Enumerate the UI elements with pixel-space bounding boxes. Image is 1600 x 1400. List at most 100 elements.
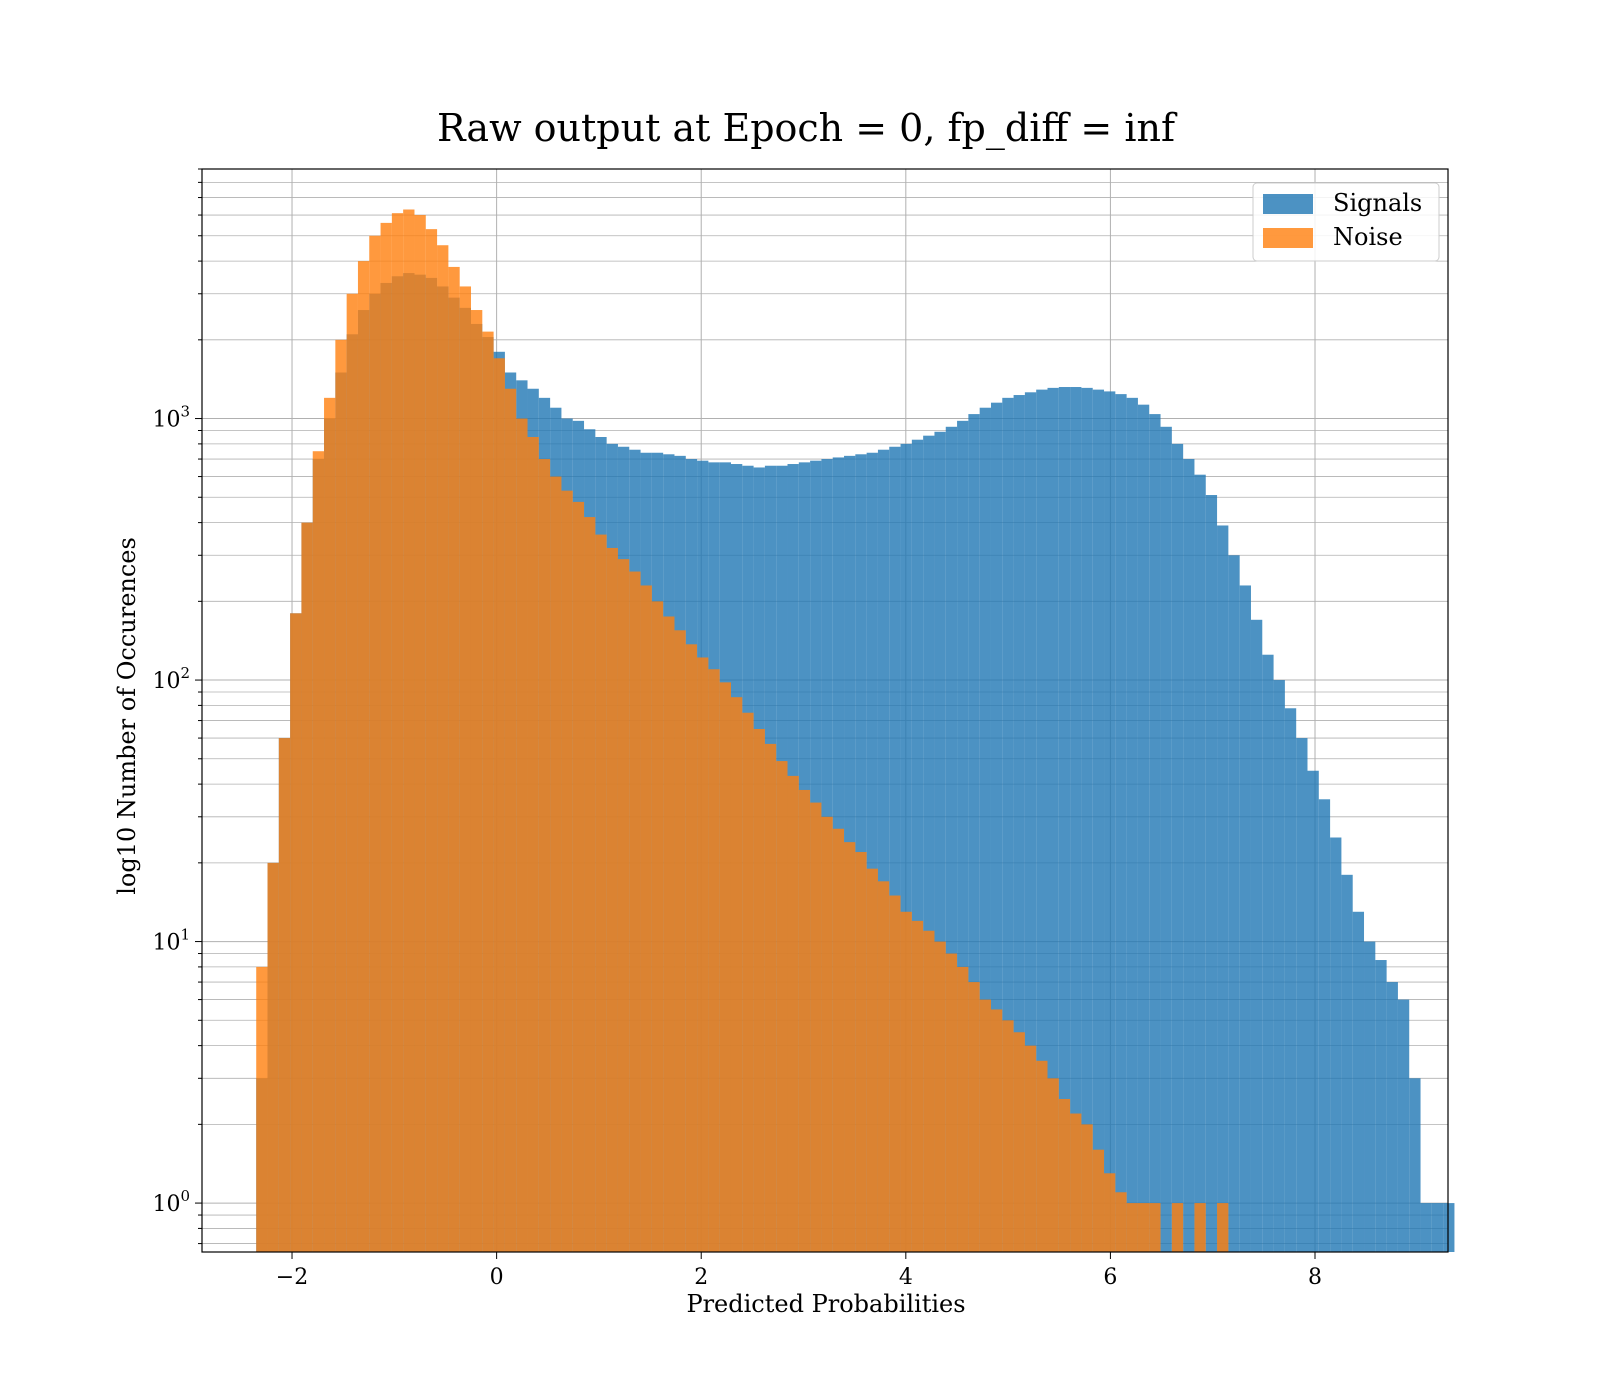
y-axis-label: log10 Number of Occurences xyxy=(113,537,141,895)
histogram-bar xyxy=(934,431,946,1252)
histogram-bar xyxy=(990,402,1003,1252)
histogram-bar xyxy=(640,585,652,1252)
histogram-bar xyxy=(437,245,449,1253)
histogram-bar xyxy=(1002,397,1014,1252)
histogram-bar xyxy=(1296,738,1308,1252)
histogram-bar xyxy=(1443,1203,1455,1252)
histogram-bar xyxy=(832,828,845,1252)
histogram-bar xyxy=(1115,394,1127,1252)
histogram-bar xyxy=(889,895,901,1252)
histogram-bar xyxy=(1058,1099,1071,1252)
histogram-bar xyxy=(1183,459,1195,1253)
histogram-bar xyxy=(606,547,618,1252)
y-tick-label: 103 xyxy=(152,403,190,433)
histogram-bar xyxy=(1104,391,1116,1253)
histogram-bar xyxy=(685,644,698,1252)
histogram-bar xyxy=(663,616,675,1252)
histogram-bar xyxy=(719,682,731,1252)
histogram-bar xyxy=(1081,387,1093,1252)
histogram-bar xyxy=(957,966,969,1252)
histogram-bar xyxy=(1273,680,1285,1252)
histogram-bar xyxy=(1386,982,1398,1252)
histogram-bar xyxy=(1126,397,1138,1252)
histogram-bar xyxy=(595,534,607,1252)
histogram-bar xyxy=(572,501,585,1253)
histogram-bar xyxy=(380,222,392,1252)
histogram-bar xyxy=(470,310,483,1252)
histogram-bar xyxy=(900,911,912,1252)
x-tick-label: −2 xyxy=(276,1265,308,1290)
histogram-bar xyxy=(1137,1203,1150,1252)
histogram-bar xyxy=(911,920,924,1252)
histogram-bar xyxy=(357,261,370,1252)
histogram-bar xyxy=(1058,387,1071,1252)
x-tick-label: 2 xyxy=(694,1265,708,1290)
bars-layer xyxy=(256,209,1455,1253)
histogram-bar xyxy=(1431,1203,1444,1252)
histogram-bar xyxy=(1318,799,1331,1252)
histogram-bar xyxy=(1002,1020,1014,1252)
histogram-bar xyxy=(538,459,551,1253)
histogram-bar xyxy=(629,571,641,1252)
histogram-bar xyxy=(1104,1173,1116,1252)
chart-title: Raw output at Epoch = 0, fp_diff = inf xyxy=(437,106,1178,151)
histogram-bar xyxy=(346,293,358,1252)
histogram-bar xyxy=(1194,1203,1206,1252)
histogram-bar xyxy=(617,559,630,1252)
histogram-bar xyxy=(697,657,709,1252)
histogram-bar xyxy=(866,452,878,1252)
histogram-bar xyxy=(1375,960,1387,1252)
histogram-bar xyxy=(945,426,958,1252)
histogram-bar xyxy=(403,209,415,1253)
legend-label-signals: Signals xyxy=(1333,189,1422,217)
histogram-bar xyxy=(493,358,505,1253)
histogram-bar xyxy=(1115,1192,1127,1252)
histogram-bar xyxy=(1217,1203,1229,1252)
histogram-bar xyxy=(877,449,890,1252)
histogram-bar xyxy=(1262,654,1274,1252)
histogram-bar xyxy=(945,953,958,1252)
histogram-bar xyxy=(1171,1203,1184,1252)
histogram-bar xyxy=(1250,619,1263,1252)
histogram-bar xyxy=(1160,426,1172,1252)
histogram-bar xyxy=(923,435,935,1252)
histogram-bar xyxy=(584,517,596,1252)
histogram-bar xyxy=(1047,1078,1059,1252)
legend: Signals Noise xyxy=(1252,182,1440,262)
histogram-bar xyxy=(1013,395,1025,1252)
histogram-bar xyxy=(550,476,562,1252)
histogram-bar xyxy=(1024,1045,1037,1252)
histogram-bar xyxy=(369,235,381,1253)
histogram-bar xyxy=(482,331,494,1252)
histogram-bar xyxy=(448,266,460,1253)
y-tick-label: 100 xyxy=(152,1187,190,1217)
histogram-bar xyxy=(1239,585,1251,1252)
histogram-bar xyxy=(1330,837,1342,1252)
histogram-bar xyxy=(1092,1149,1105,1252)
histogram-bar xyxy=(1149,1203,1161,1252)
histogram-bar xyxy=(1149,414,1161,1252)
histogram-bar xyxy=(866,868,878,1252)
histogram-bar xyxy=(968,982,980,1252)
histogram-bar xyxy=(1024,392,1037,1252)
histogram-bar xyxy=(1205,495,1218,1252)
histogram-bar xyxy=(1397,999,1410,1252)
histogram-bar xyxy=(1036,1060,1048,1252)
histogram-bar xyxy=(290,613,302,1252)
histogram-bar xyxy=(798,789,811,1252)
histogram-bar xyxy=(425,229,438,1253)
histogram-bar xyxy=(1409,1078,1421,1252)
x-axis-label: Predicted Probabilities xyxy=(686,1290,965,1318)
y-tick-label: 102 xyxy=(152,664,190,694)
histogram-bar xyxy=(1036,389,1048,1252)
histogram-bar xyxy=(821,816,833,1252)
histogram-bar xyxy=(889,446,901,1252)
histogram-bar xyxy=(934,941,946,1252)
axes-frame xyxy=(201,168,1449,1253)
plot-area: −2 0 2 4 6 8 100 101 102 103 xyxy=(152,168,1455,1290)
histogram-bar xyxy=(968,414,980,1252)
histogram-bar xyxy=(391,213,404,1253)
histogram-bar xyxy=(278,738,291,1252)
series-noise xyxy=(256,209,1229,1253)
